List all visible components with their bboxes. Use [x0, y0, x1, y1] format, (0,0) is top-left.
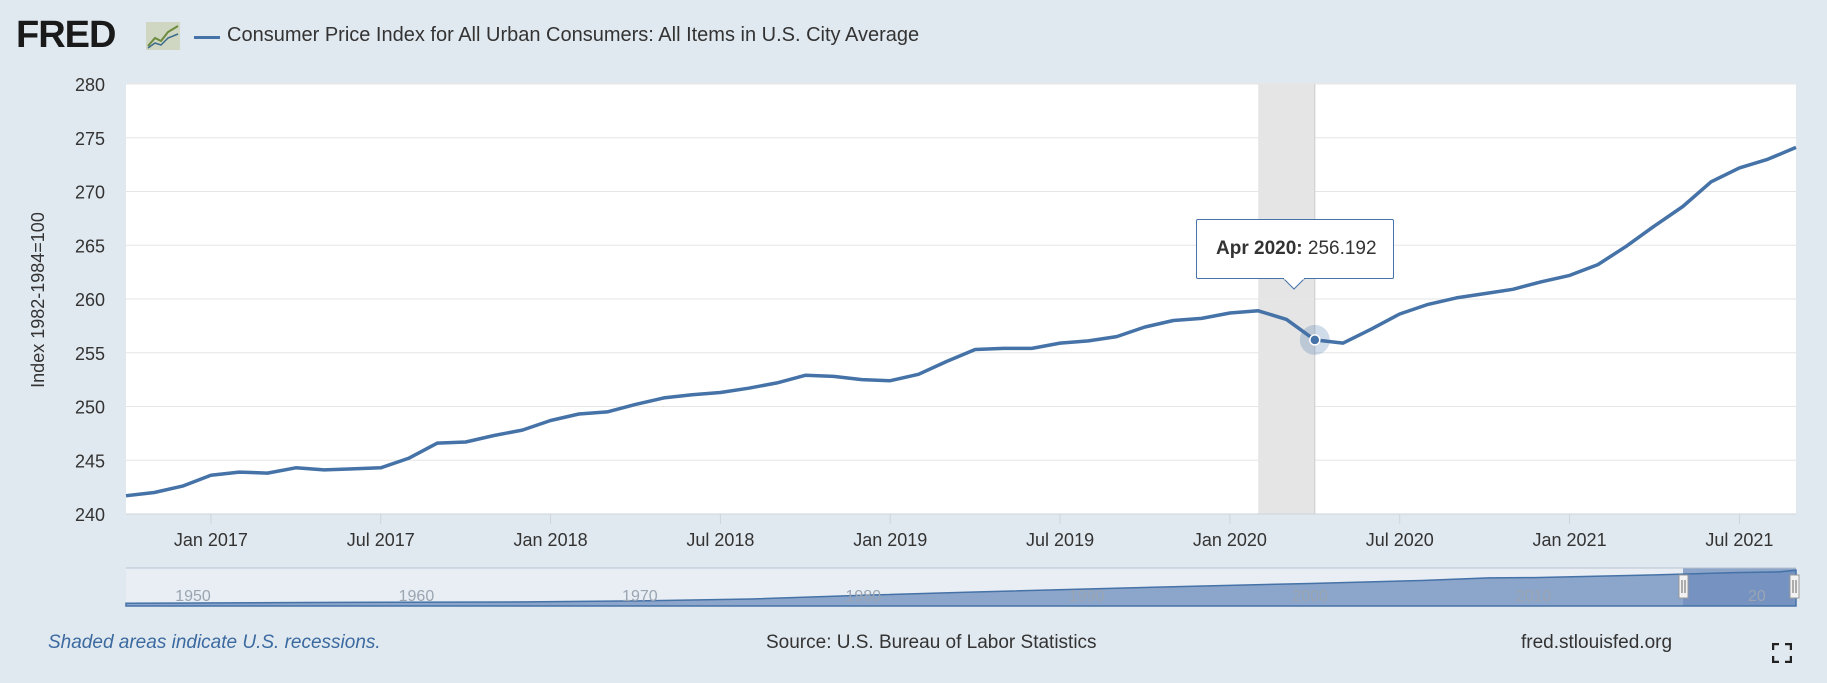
- navigator-year-label: 2000: [1292, 588, 1328, 605]
- legend-series-swatch: [194, 36, 220, 39]
- y-tick-label: 260: [75, 290, 105, 310]
- navigator-year-label: 1950: [175, 588, 211, 605]
- navigator-year-label: 2010: [1516, 588, 1552, 605]
- x-tick-label: Jan 2020: [1193, 530, 1267, 550]
- tooltip-value: 256.192: [1307, 238, 1377, 259]
- series-line[interactable]: [125, 145, 1797, 498]
- navigator-series-area: [125, 569, 1797, 607]
- y-tick-label: 280: [75, 75, 105, 95]
- y-tick-label: 240: [75, 505, 105, 525]
- navigator-right-handle[interactable]: [1789, 574, 1800, 599]
- logo-graph-icon: [146, 22, 180, 50]
- x-tick-label: Jan 2019: [853, 530, 927, 550]
- x-tick-label: Jul 2021: [1705, 530, 1773, 550]
- y-tick-label: 265: [75, 236, 105, 256]
- site-link[interactable]: fred.stlouisfed.org: [1521, 632, 1673, 653]
- fred-logo[interactable]: FRED: [16, 14, 116, 56]
- x-tick-label: Jan 2017: [174, 530, 248, 550]
- x-tick-label: Jan 2018: [514, 530, 588, 550]
- y-tick-label: 245: [75, 451, 105, 471]
- x-tick-label: Jul 2017: [347, 530, 415, 550]
- x-tick-label: Jul 2019: [1026, 530, 1094, 550]
- source-text: Source: U.S. Bureau of Labor Statistics: [766, 632, 1097, 653]
- fullscreen-icon[interactable]: [1772, 643, 1792, 663]
- navigator-year-label: 1970: [622, 588, 658, 605]
- navigator-year-label: 1980: [845, 588, 881, 605]
- hover-point[interactable]: [1309, 334, 1321, 346]
- y-tick-label: 270: [75, 183, 105, 203]
- recession-note: Shaded areas indicate U.S. recessions.: [48, 632, 381, 653]
- chart-title: Consumer Price Index for All Urban Consu…: [227, 24, 920, 46]
- y-axis-label: Index 1982-1984=100: [28, 212, 48, 388]
- tooltip-date: Apr 2020:: [1216, 238, 1303, 259]
- y-tick-label: 250: [75, 398, 105, 418]
- y-tick-label: 255: [75, 344, 105, 364]
- y-tick-label: 275: [75, 129, 105, 149]
- x-tick-label: Jul 2018: [686, 530, 754, 550]
- navigator-year-label: 20: [1748, 588, 1766, 605]
- x-tick-label: Jul 2020: [1366, 530, 1434, 550]
- navigator-left-handle[interactable]: [1678, 574, 1689, 599]
- navigator-year-label: 1990: [1069, 588, 1105, 605]
- x-tick-label: Jan 2021: [1533, 530, 1607, 550]
- data-tooltip: Apr 2020: 256.192: [1196, 219, 1394, 279]
- chart-area[interactable]: 240 245 250 255 260 265 270 275 280 Jan 2017 Jul …: [0, 0, 1827, 620]
- navigator-year-label: 1960: [399, 588, 435, 605]
- tooltip-pointer: [1283, 278, 1305, 290]
